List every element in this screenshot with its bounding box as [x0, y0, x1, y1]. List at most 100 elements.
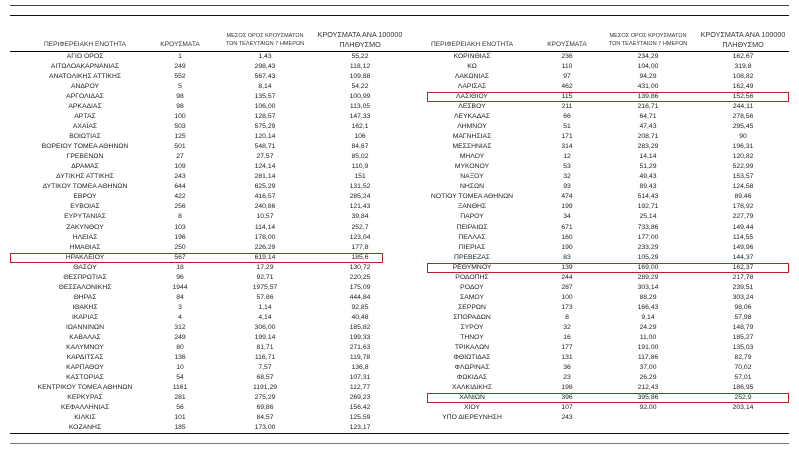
- region-name: ΙΘΑΚΗΣ: [72, 303, 98, 311]
- region-name: ΦΘΙΩΤΙΔΑΣ: [453, 353, 491, 361]
- region-name: ΚΑΒΑΛΑΣ: [69, 333, 101, 341]
- cases-per-100k: 39,84: [351, 213, 369, 221]
- avg-7-days: 47,43: [639, 123, 657, 131]
- region-name: ΘΕΣΠΡΩΤΙΑΣ: [63, 273, 107, 281]
- cases: 4: [178, 313, 182, 321]
- cases-per-100k: 112,77: [349, 383, 371, 391]
- avg-7-days: 234,29: [637, 53, 659, 60]
- avg-7-days: 49,43: [639, 173, 657, 181]
- cases-per-100k: 113,05: [349, 103, 371, 111]
- header-cases: ΚΡΟΥΣΜΑΤΑ: [547, 41, 587, 48]
- cases-per-100k: 121,43: [349, 203, 371, 211]
- cases: 314: [561, 143, 573, 151]
- cases-per-100k: 130,72: [349, 263, 371, 271]
- region-name: ΔΥΤΙΚΗΣ ΑΤΤΙΚΗΣ: [56, 173, 114, 181]
- region-name: ΝΟΤΙΟΥ ΤΟΜΕΑ ΑΘΗΝΩΝ: [430, 193, 514, 201]
- avg-7-days: 25,14: [639, 213, 657, 221]
- cases: 671: [561, 223, 573, 231]
- region-name: ΚΑΣΤΟΡΙΑΣ: [66, 373, 104, 381]
- cases: 93: [563, 183, 571, 191]
- cases-per-100k: 108,82: [732, 73, 754, 81]
- header-name: ΠΕΡΙΦΕΡΕΙΑΚΗ ΕΝΟΤΗΤΑ: [43, 41, 127, 48]
- region-name: ΤΡΙΚΑΛΩΝ: [454, 343, 490, 351]
- cases-per-100k: 57,98: [734, 313, 752, 321]
- region-name: ΚΑΡΔΙΤΣΑΣ: [66, 353, 104, 361]
- cases: 243: [174, 173, 186, 181]
- cases-per-100k: 285,24: [349, 193, 371, 201]
- cases: 96: [176, 273, 184, 281]
- cases-per-100k: 54,22: [351, 83, 369, 91]
- cases: 36: [563, 363, 571, 371]
- header-name: ΠΕΡΙΦΕΡΕΙΑΚΗ ΕΝΟΤΗΤΑ: [430, 41, 514, 48]
- cases: 422: [174, 193, 186, 201]
- cases: 236: [561, 53, 573, 60]
- avg-7-days: 117,86: [637, 353, 659, 361]
- avg-7-days: 120,14: [254, 133, 276, 141]
- avg-7-days: 212,43: [637, 383, 659, 391]
- cases-per-100k: 186,95: [732, 383, 754, 391]
- region-name: ΜΥΚΟΝΟΥ: [454, 163, 490, 171]
- cases-per-100k: 106: [354, 133, 366, 141]
- region-name: ΣΥΡΟΥ: [460, 323, 484, 331]
- cases: 51: [563, 123, 571, 131]
- region-name: ΔΥΤΙΚΟΥ ΤΟΜΕΑ ΑΘΗΝΩΝ: [42, 183, 128, 191]
- avg-7-days: 8,14: [258, 83, 272, 91]
- cases: 23: [563, 373, 571, 381]
- region-name: ΘΑΣΟΥ: [73, 263, 97, 271]
- region-name: ΞΑΝΘΗΣ: [457, 203, 487, 211]
- avg-7-days: 11,00: [639, 333, 657, 341]
- cases: 115: [561, 93, 573, 101]
- avg-7-days: 124,14: [254, 163, 276, 171]
- avg-7-days: 514,43: [637, 193, 659, 201]
- header-per100k-2: ΠΛΗΘΥΣΜΟ: [339, 40, 381, 49]
- avg-7-days: 1,43: [258, 53, 272, 60]
- cases-per-100k: 125,59: [349, 414, 371, 422]
- region-name: ΙΚΑΡΙΑΣ: [71, 313, 99, 321]
- cases-per-100k: 185,82: [349, 323, 371, 331]
- cases-per-100k: 319,8: [734, 63, 752, 71]
- avg-7-days: 9,14: [641, 313, 655, 321]
- region-name: ΒΟΙΩΤΙΑΣ: [69, 133, 101, 141]
- avg-7-days: 178,00: [254, 233, 276, 241]
- avg-7-days: 548,71: [254, 143, 276, 151]
- avg-7-days: 64,71: [639, 113, 657, 121]
- region-name: ΗΡΑΚΛΕΙΟΥ: [65, 253, 105, 261]
- highlight-box: [427, 393, 789, 404]
- avg-7-days: 240,86: [254, 203, 276, 211]
- cases: 100: [174, 113, 186, 121]
- cases-per-100k: 203,14: [732, 404, 754, 412]
- region-name: ΚΑΡΠΑΘΟΥ: [66, 363, 104, 371]
- cases: 12: [563, 153, 571, 161]
- cases-per-100k: 303,24: [732, 293, 754, 301]
- highlight-box: [427, 92, 789, 103]
- cases-per-100k: 153,57: [732, 173, 754, 181]
- top-rule: [10, 5, 789, 6]
- cases-per-100k: 252,9: [734, 394, 752, 402]
- cases: 503: [174, 123, 186, 131]
- cases-per-100k: 269,23: [349, 394, 371, 402]
- cases-per-100k: 136,8: [351, 363, 369, 371]
- cases: 462: [561, 83, 573, 91]
- region-name: ΠΕΙΡΑΙΩΣ: [456, 223, 488, 231]
- cases-per-100k: 162,49: [732, 83, 754, 91]
- region-name: ΑΓΙΟ ΟΡΟΣ: [66, 53, 104, 60]
- avg-7-days: 89,43: [639, 183, 657, 191]
- avg-7-days: 191,00: [637, 343, 659, 351]
- cases: 53: [563, 163, 571, 171]
- avg-7-days: 135,57: [254, 93, 276, 101]
- cases-per-100k: 185,27: [732, 333, 754, 341]
- region-name: ΑΡΤΑΣ: [74, 113, 96, 121]
- cases-per-100k: 175,09: [349, 283, 371, 291]
- region-name: ΑΝΔΡΟΥ: [70, 83, 100, 91]
- region-name: ΠΡΕΒΕΖΑΣ: [454, 253, 490, 261]
- cases: 32: [563, 173, 571, 181]
- region-name: ΛΕΥΚΑΔΑΣ: [454, 113, 490, 121]
- cases: 644: [174, 183, 186, 191]
- cases-per-100k: 100,99: [349, 93, 371, 101]
- cases: 8: [565, 313, 569, 321]
- cases: 83: [563, 253, 571, 261]
- region-name: ΚΙΛΚΙΣ: [74, 414, 96, 422]
- cases-per-100k: 131,52: [349, 183, 371, 191]
- avg-7-days: 139,86: [637, 93, 659, 101]
- avg-7-days: 68,57: [256, 373, 274, 381]
